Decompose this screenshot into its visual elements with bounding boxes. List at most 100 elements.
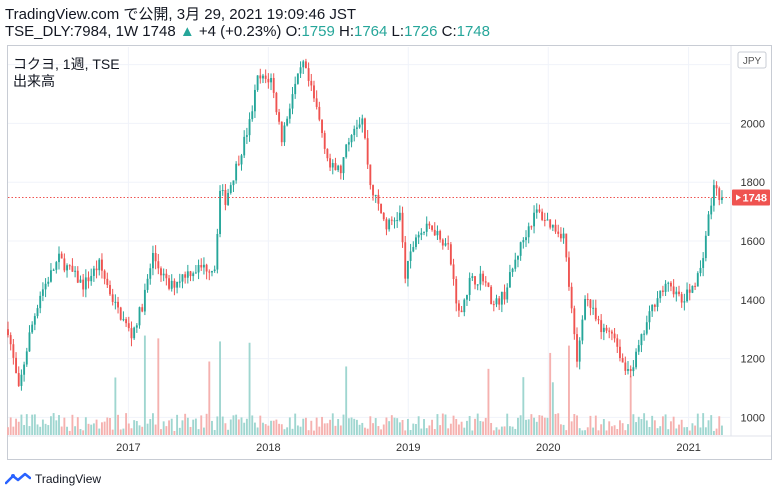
candle-body xyxy=(511,268,514,273)
candle-body xyxy=(369,164,372,186)
volume-bar xyxy=(712,430,715,435)
volume-bar xyxy=(589,415,592,435)
volume-bar xyxy=(205,413,208,435)
volume-bar xyxy=(645,420,648,435)
candle-body xyxy=(661,290,664,292)
candle-body xyxy=(584,299,587,320)
candle-body xyxy=(447,243,450,245)
candle-body xyxy=(380,203,383,213)
candle-body xyxy=(151,253,154,269)
volume-bar xyxy=(425,428,428,435)
candle-body xyxy=(350,135,353,143)
volume-bar xyxy=(372,423,374,435)
volume-bar xyxy=(428,425,431,435)
candle-body xyxy=(205,264,208,272)
close-label: C: xyxy=(441,23,457,40)
volume-bar xyxy=(186,417,189,435)
volume-bar xyxy=(578,428,581,435)
volume-bar xyxy=(619,420,621,435)
volume-bar xyxy=(519,415,522,435)
candle-body xyxy=(219,190,221,235)
candle-body xyxy=(627,369,629,371)
volume-bar xyxy=(643,413,646,435)
candle-body xyxy=(675,291,678,295)
volume-bar xyxy=(350,417,353,435)
volume-bar xyxy=(538,415,541,435)
candle-body xyxy=(28,332,31,352)
high-value: 1764 xyxy=(354,23,388,40)
volume-bar xyxy=(315,417,318,435)
candle-body xyxy=(194,272,197,274)
candle-body xyxy=(334,163,337,171)
candle-body xyxy=(686,289,688,302)
volume-bar xyxy=(291,428,294,435)
candle-body xyxy=(291,94,294,109)
volume-bar xyxy=(52,413,55,435)
volume-bar xyxy=(659,426,662,435)
horizontal-grid xyxy=(8,64,730,418)
publish-info: TradingView.com で公開, 3月 29, 2021 19:09:4… xyxy=(5,6,357,23)
candle-body xyxy=(667,282,670,284)
time-axis: 2017 2018 2019 2020 2021 xyxy=(116,442,701,454)
volume-bar xyxy=(71,414,74,435)
volume-bar xyxy=(431,419,434,435)
candle-body xyxy=(508,272,511,288)
candle-body xyxy=(162,273,165,276)
volume-bar xyxy=(506,413,509,435)
candle-body xyxy=(353,128,356,136)
candle-body xyxy=(253,89,256,112)
candle-body xyxy=(326,148,329,159)
candle-body xyxy=(227,192,230,205)
vertical-grid xyxy=(127,47,690,435)
candle-body xyxy=(589,299,592,308)
volume-bar xyxy=(398,422,401,435)
volume-bar xyxy=(130,428,133,435)
candle-body xyxy=(624,362,627,371)
volume-bar xyxy=(168,420,170,435)
candle-body xyxy=(393,220,396,222)
volume-bar xyxy=(240,417,243,435)
volume-bar xyxy=(275,419,278,435)
volume-bar xyxy=(82,430,85,435)
candle-body xyxy=(441,239,444,246)
candle-body xyxy=(680,294,683,303)
volume-bar xyxy=(415,423,417,435)
candle-body xyxy=(466,294,468,300)
candle-body xyxy=(495,298,498,305)
candle-body xyxy=(87,277,90,282)
volume-bar xyxy=(498,429,501,435)
candle-body xyxy=(251,111,254,120)
candle-body xyxy=(551,224,554,228)
candle-body xyxy=(288,108,291,119)
volume-bar xyxy=(533,417,536,435)
volume-bar xyxy=(466,420,468,435)
volume-bar xyxy=(495,427,498,435)
volume-bar xyxy=(549,352,552,435)
candle-body xyxy=(125,319,128,324)
candle-body xyxy=(487,282,490,287)
volume-bar xyxy=(484,417,487,435)
volume-bar xyxy=(347,418,350,435)
volume-bar xyxy=(299,426,302,435)
candle-body xyxy=(44,283,47,290)
candle-body xyxy=(557,231,560,234)
volume-bar xyxy=(58,415,60,435)
volume-bar xyxy=(439,425,442,435)
volume-bar xyxy=(597,430,600,435)
volume-bar xyxy=(331,413,334,435)
volume-bar xyxy=(20,414,23,435)
candle-body xyxy=(173,280,176,288)
volume-bar xyxy=(15,418,17,435)
tradingview-logo[interactable]: TradingView xyxy=(5,472,101,486)
volume-bar xyxy=(109,417,111,435)
volume-bar xyxy=(696,413,699,435)
x-tick-label: 2019 xyxy=(396,442,420,454)
candle-body xyxy=(431,225,434,230)
candle-body xyxy=(33,316,36,325)
candle-body xyxy=(66,265,68,271)
volume-bar xyxy=(436,414,439,435)
volume-bar xyxy=(393,417,396,435)
volume-bar xyxy=(151,413,154,435)
candle-body xyxy=(302,61,305,68)
